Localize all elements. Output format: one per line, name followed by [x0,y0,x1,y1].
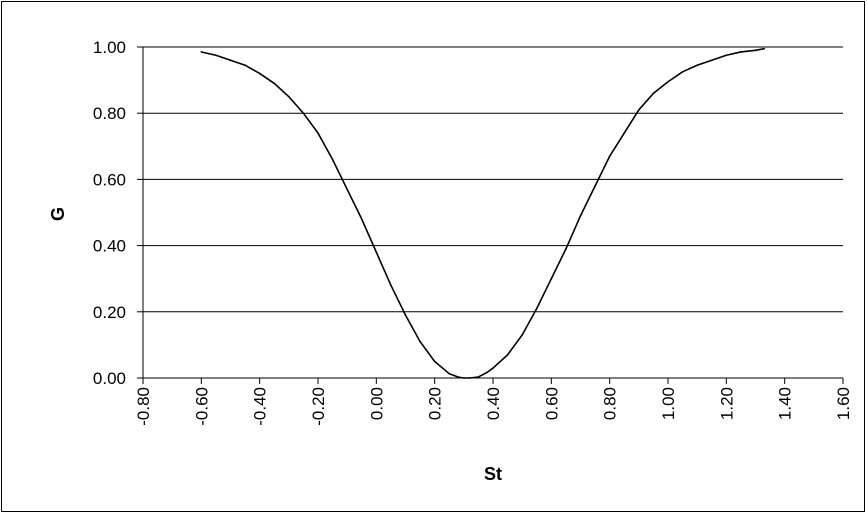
data-point [419,340,421,343]
y-tick-label: 0.40 [93,237,126,256]
data-point [317,132,319,134]
data-point [638,109,640,111]
data-point [463,377,465,379]
data-point [215,54,217,57]
x-tick-label: -0.20 [309,387,328,426]
data-point [681,71,684,73]
data-point [244,64,246,67]
data-point [200,51,203,53]
y-tick-label: 0.20 [93,303,126,322]
x-tick-label: 0.40 [484,387,503,420]
data-point [492,367,494,369]
data-point [652,92,655,95]
data-point [273,82,276,85]
data-point [763,47,766,50]
x-tick-label: 1.00 [659,387,678,420]
y-tick-label: 0.00 [93,369,126,388]
data-point [468,377,471,379]
x-tick-label: 1.40 [776,387,795,420]
data-point [375,251,378,254]
y-tick-label: 0.60 [93,170,126,189]
x-tick-label: 0.80 [601,387,620,420]
data-point [448,372,451,375]
data-point [521,334,523,336]
data-point [302,112,305,114]
y-tick-label: 0.80 [93,104,126,123]
data-point [608,155,611,158]
data-point [740,51,742,53]
data-point [477,376,480,378]
x-tick-label: 1.60 [834,387,853,420]
data-point [579,215,582,217]
data-point [550,277,553,280]
data-point [506,354,509,356]
data-point [229,59,232,62]
data-point [288,95,290,98]
data-point [457,376,459,378]
x-tick-label: -0.60 [192,387,211,426]
x-tick-label: -0.40 [251,387,270,426]
data-point [725,54,728,57]
x-tick-label: 0.00 [367,387,386,420]
x-tick-label: 1.20 [717,387,736,420]
data-point [258,72,261,75]
data-point [404,314,407,316]
data-point [696,64,698,67]
plot-area [143,47,843,378]
data-point [433,360,436,363]
x-tick-label: -0.80 [134,387,153,426]
data-point [360,218,363,220]
data-point [565,248,567,250]
data-point [623,132,626,134]
data-point [346,188,348,191]
data-point [667,80,669,83]
x-axis-title: St [484,464,502,484]
data-point [331,158,334,161]
x-tick-label: 0.20 [426,387,445,420]
y-axis-title: G [48,207,68,221]
x-tick-label: 0.60 [542,387,561,420]
data-point [535,307,538,310]
data-point [486,371,488,374]
data-point [594,185,596,187]
data-point [754,49,757,52]
data-point [710,59,713,62]
y-tick-label: 1.00 [93,38,126,57]
data-point [390,284,392,287]
